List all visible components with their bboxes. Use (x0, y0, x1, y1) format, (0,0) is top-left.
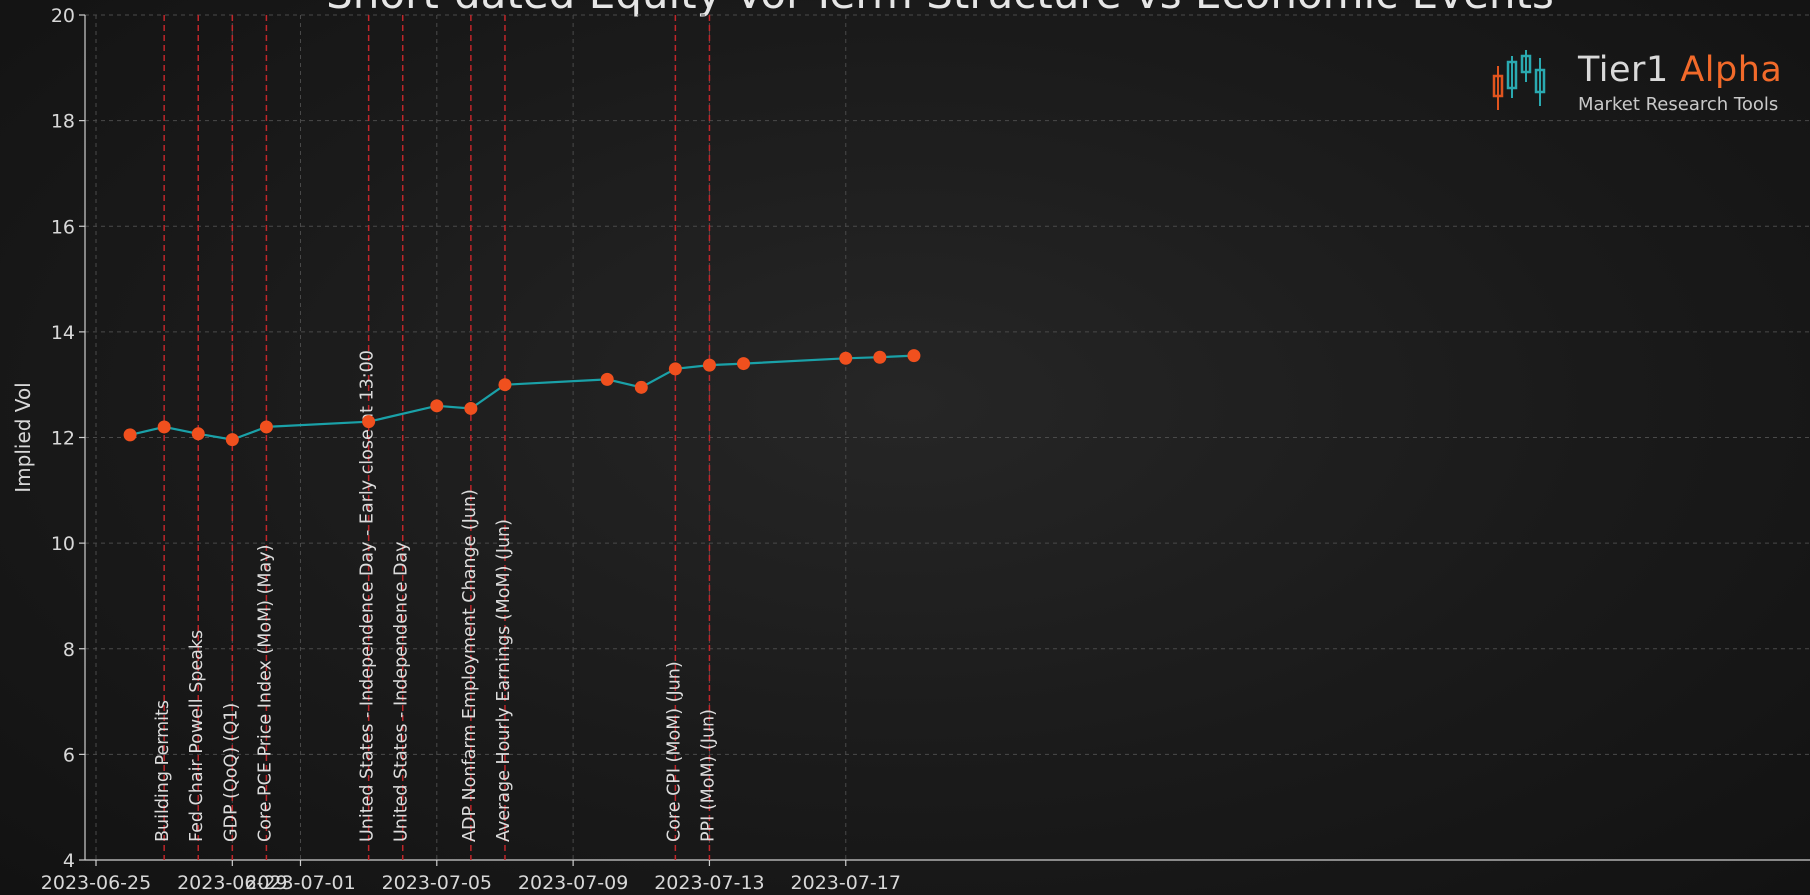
event-label: GDP (QoQ) (Q1) (221, 703, 241, 842)
event-label: ADP Nonfarm Employment Change (Jun) (460, 489, 480, 842)
data-point (430, 399, 444, 413)
x-tick-label: 2023-07-13 (654, 872, 764, 894)
x-tick-label: 2023-06-29 (177, 872, 287, 894)
data-point (702, 358, 716, 372)
event-label: Core CPI (MoM) (Jun) (664, 661, 684, 842)
y-tick-label: 6 (63, 744, 75, 766)
y-tick-label: 14 (51, 322, 75, 344)
chart-title: Short-dated Equity Vol Term Structure vs… (326, 0, 1554, 18)
x-tick-label: 2023-07-17 (791, 872, 901, 894)
data-point (737, 357, 751, 371)
y-tick-label: 16 (51, 216, 75, 238)
data-point (668, 362, 682, 376)
data-point (123, 428, 137, 442)
data-point (600, 372, 614, 386)
event-label: Core PCE Price Index (MoM) (May) (255, 545, 275, 842)
event-label: PPI (MoM) (Jun) (698, 709, 718, 842)
logo-tagline: Market Research Tools (1578, 94, 1779, 115)
data-point (157, 420, 171, 434)
x-tick-label: 2023-07-05 (382, 872, 492, 894)
x-tick-label: 2023-07-09 (518, 872, 628, 894)
vol-series-line (129, 354, 914, 441)
event-label: United States - Independence Day - Early… (358, 350, 378, 842)
event-label: Fed Chair Powell Speaks (187, 630, 207, 842)
data-point (362, 415, 376, 429)
event-label: Building Permits (153, 700, 173, 842)
data-point (873, 350, 887, 364)
logo-title: Tier1 Alpha (1578, 50, 1783, 90)
data-point (498, 378, 512, 392)
event-label: Average Hourly Earnings (MoM) (Jun) (494, 519, 514, 842)
data-point (191, 427, 205, 441)
y-tick-label: 10 (51, 533, 75, 555)
y-tick-label: 12 (51, 428, 75, 450)
data-point (225, 433, 239, 447)
x-tick-label: 2023-06-25 (41, 872, 151, 894)
x-tick-label: 2023-07-01 (245, 872, 355, 894)
y-tick-label: 4 (63, 850, 75, 872)
y-axis-label: Implied Vol (11, 382, 35, 492)
data-point (259, 420, 273, 434)
candlestick-logo-icon (1492, 50, 1546, 110)
data-point (907, 349, 921, 363)
data-point (464, 401, 478, 415)
y-tick-label: 20 (51, 5, 75, 27)
event-label: United States - Independence Day (392, 541, 412, 842)
data-point (839, 351, 853, 365)
y-tick-label: 18 (51, 111, 75, 133)
brand-logo: Tier1 Alpha Market Research Tools (1490, 48, 1800, 120)
data-point (634, 380, 648, 394)
y-tick-label: 8 (63, 639, 75, 661)
